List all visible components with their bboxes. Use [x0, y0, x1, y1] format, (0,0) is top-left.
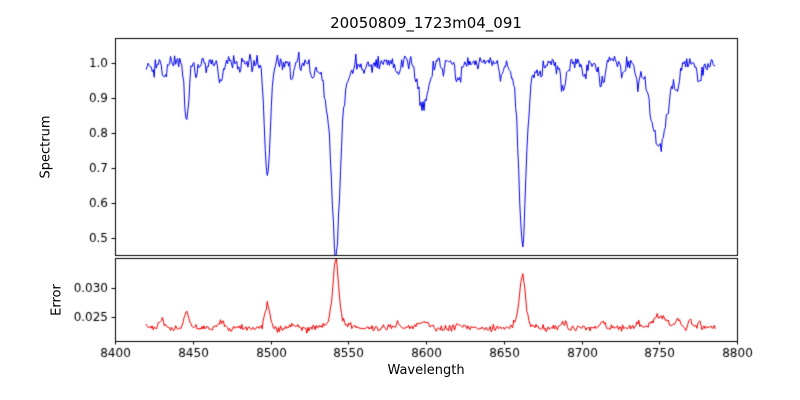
chart-title: 20050809_1723m04_091 [330, 14, 522, 32]
y-axis-label-error: Error [49, 284, 65, 316]
y-axis-label-spectrum: Spectrum [38, 115, 54, 179]
x-axis-label: Wavelength [387, 363, 465, 378]
